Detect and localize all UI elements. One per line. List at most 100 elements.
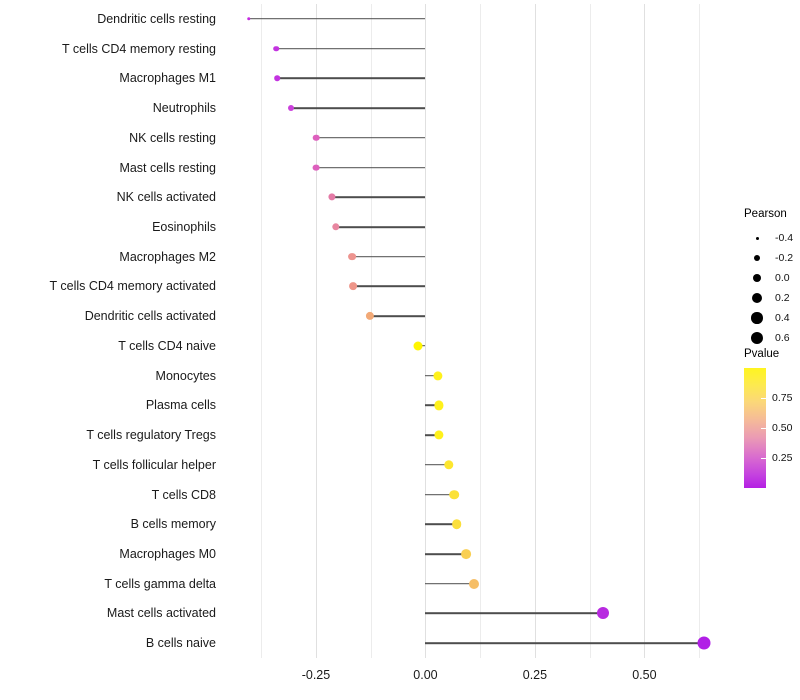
pearson-legend-label: 0.4 bbox=[775, 312, 790, 324]
gridline-minor bbox=[261, 4, 263, 658]
lollipop-dot[interactable] bbox=[449, 489, 460, 500]
pearson-legend-dot-icon bbox=[744, 273, 770, 283]
lollipop-stem bbox=[370, 315, 426, 317]
x-axis-tick-label: 0.25 bbox=[522, 668, 548, 682]
lollipop-dot[interactable] bbox=[697, 636, 711, 650]
y-axis-tick-label: Mast cells resting bbox=[119, 160, 216, 175]
gridline-major bbox=[315, 4, 317, 658]
pearson-legend-row: -0.4 bbox=[744, 228, 793, 248]
pvalue-legend-tick-label: 0.75 bbox=[772, 392, 793, 404]
y-axis-tick-label: Eosinophils bbox=[152, 219, 216, 234]
lollipop-stem bbox=[425, 404, 439, 407]
y-axis-tick-label: NK cells activated bbox=[116, 189, 216, 204]
pearson-legend-dot-icon bbox=[744, 293, 770, 303]
lollipop-dot[interactable] bbox=[331, 223, 340, 231]
lollipop-dot[interactable] bbox=[451, 519, 462, 530]
y-axis-tick-label: T cells follicular helper bbox=[92, 457, 216, 472]
lollipop-dot[interactable] bbox=[433, 400, 444, 410]
pearson-legend-dot-icon bbox=[744, 255, 770, 261]
lollipop-dot[interactable] bbox=[596, 607, 609, 620]
lollipop-stem bbox=[316, 166, 426, 169]
y-axis-tick-label: T cells gamma delta bbox=[104, 576, 216, 591]
pearson-legend-label: 0.2 bbox=[775, 292, 790, 304]
lollipop-dot[interactable] bbox=[366, 312, 375, 321]
x-axis-tick-label: 0.00 bbox=[413, 668, 438, 682]
lollipop-dot[interactable] bbox=[247, 17, 251, 21]
y-axis-tick-label: T cells CD4 naive bbox=[118, 338, 216, 353]
lollipop-dot[interactable] bbox=[273, 45, 279, 52]
lollipop-dot[interactable] bbox=[443, 460, 454, 470]
lollipop-stem bbox=[335, 226, 426, 228]
lollipop-stem bbox=[425, 434, 439, 436]
lollipop-stem bbox=[425, 463, 449, 466]
pearson-legend-row: -0.2 bbox=[744, 248, 793, 268]
pvalue-legend-title: Pvalue bbox=[744, 348, 780, 360]
pearson-legend-label: 0.6 bbox=[775, 332, 790, 344]
pearson-legend-label: -0.2 bbox=[775, 252, 794, 264]
pearson-legend-row: 0.0 bbox=[744, 268, 793, 288]
lollipop-stem bbox=[331, 196, 426, 199]
lollipop-stem bbox=[353, 285, 426, 288]
lollipop-dot[interactable] bbox=[461, 549, 472, 559]
lollipop-stem bbox=[315, 136, 426, 139]
lollipop-dot[interactable] bbox=[312, 134, 320, 142]
gridline-minor bbox=[480, 4, 482, 658]
y-axis-tick-label: Macrophages M1 bbox=[119, 71, 216, 86]
y-axis-tick-label: T cells CD4 memory resting bbox=[62, 41, 216, 56]
lollipop-dot[interactable] bbox=[288, 105, 295, 112]
pearson-legend-dot-icon bbox=[744, 331, 770, 345]
gridline-major bbox=[425, 4, 427, 658]
pearson-legend-items: -0.4 -0.2 0.0 0.2 0.4 0.6 bbox=[744, 228, 793, 348]
y-axis-tick-label: T cells regulatory Tregs bbox=[86, 427, 216, 442]
lollipop-stem bbox=[425, 374, 439, 377]
y-axis-tick-label: B cells memory bbox=[130, 516, 216, 531]
pvalue-color-legend: Pvalue 0.75 0.50 0.25 bbox=[744, 348, 800, 488]
pearson-legend-dot-icon bbox=[744, 312, 770, 324]
gridline-minor bbox=[370, 4, 372, 658]
y-axis-tick-label: NK cells resting bbox=[129, 130, 216, 145]
lollipop-dot[interactable] bbox=[434, 430, 444, 440]
pearson-legend-row: 0.6 bbox=[744, 328, 793, 348]
lollipop-dot[interactable] bbox=[413, 341, 423, 351]
lollipop-dot[interactable] bbox=[349, 282, 358, 291]
lollipop-stem bbox=[425, 612, 603, 615]
pearson-legend-label: -0.4 bbox=[775, 232, 794, 244]
y-axis-tick-label: T cells CD4 memory activated bbox=[49, 279, 217, 294]
y-axis-tick-label: Macrophages M0 bbox=[119, 546, 216, 561]
pearson-legend-label: 0.0 bbox=[775, 272, 790, 284]
gridline-minor bbox=[589, 4, 591, 658]
lollipop-dot[interactable] bbox=[274, 75, 281, 82]
y-axis-tick-label: T cells CD8 bbox=[151, 487, 216, 502]
y-axis-tick-label: Plasma cells bbox=[145, 398, 216, 413]
lollipop-stem bbox=[425, 493, 455, 496]
pvalue-legend-tick-mark bbox=[761, 428, 766, 429]
pvalue-colorbar-ticks: 0.75 0.50 0.25 bbox=[761, 368, 800, 488]
y-axis-tick-label: Dendritic cells resting bbox=[97, 11, 216, 26]
x-axis-tick-label: -0.25 bbox=[301, 668, 331, 682]
pvalue-legend-tick-label: 0.50 bbox=[772, 422, 793, 434]
lollipop-stem bbox=[425, 582, 475, 585]
lollipop-stem bbox=[291, 107, 426, 109]
pvalue-colorbar-wrap: 0.75 0.50 0.25 bbox=[744, 368, 800, 488]
pvalue-colorbar bbox=[744, 368, 766, 488]
pvalue-legend-tick-mark bbox=[761, 398, 766, 399]
lollipop-dot[interactable] bbox=[348, 252, 357, 261]
lollipop-stem bbox=[352, 255, 426, 258]
lollipop-stem bbox=[425, 642, 705, 644]
y-axis-tick-label: Dendritic cells activated bbox=[84, 308, 216, 323]
y-axis-tick-label: B cells naive bbox=[145, 635, 216, 650]
y-axis-labels: Dendritic cells resting T cells CD4 memor… bbox=[0, 4, 217, 658]
lollipop-stem bbox=[277, 77, 426, 80]
lollipop-dot[interactable] bbox=[312, 164, 320, 171]
pearson-legend-row: 0.2 bbox=[744, 288, 793, 308]
pearson-legend-title: Pearson bbox=[744, 208, 787, 220]
y-axis-tick-label: Neutrophils bbox=[152, 100, 216, 115]
lollipop-stem bbox=[425, 523, 457, 526]
pearson-legend-row: 0.4 bbox=[744, 308, 793, 328]
y-axis-tick-label: Monocytes bbox=[155, 368, 216, 383]
lollipop-dot[interactable] bbox=[433, 370, 443, 381]
lollipop-dot[interactable] bbox=[469, 578, 480, 589]
lollipop-stem bbox=[276, 47, 426, 50]
lollipop-dot[interactable] bbox=[328, 193, 336, 201]
